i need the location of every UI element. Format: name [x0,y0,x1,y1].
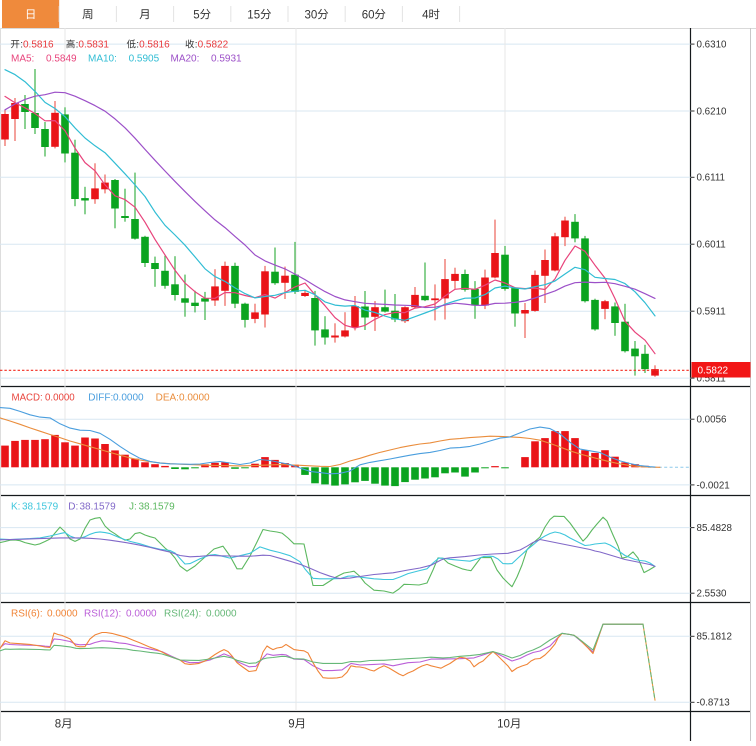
svg-text:0.0000: 0.0000 [47,609,78,620]
svg-text::: : [20,39,23,50]
svg-text:38.1579: 38.1579 [80,502,117,513]
svg-text:0.0000: 0.0000 [45,393,75,404]
svg-text:0.5831: 0.5831 [78,39,109,50]
svg-text:0.5822: 0.5822 [198,39,229,50]
svg-text:0.0000: 0.0000 [113,393,144,404]
svg-text:J:: J: [129,502,137,513]
svg-text:MACD:: MACD: [12,393,43,404]
svg-text:-0.8713: -0.8713 [697,698,731,709]
svg-text:4: 4 [422,9,429,21]
svg-text:38.1579: 38.1579 [139,502,176,513]
svg-text:0.6210: 0.6210 [697,106,728,117]
svg-text:K:: K: [11,502,20,513]
svg-text:RSI(12):: RSI(12): [84,609,121,620]
svg-text:MA5:: MA5: [11,54,34,65]
svg-text:0.5816: 0.5816 [139,39,170,50]
svg-text:RSI(24):: RSI(24): [164,609,201,620]
svg-text:0.5816: 0.5816 [23,39,54,50]
svg-text:0.0000: 0.0000 [126,609,157,620]
svg-text:38.1579: 38.1579 [22,502,59,513]
svg-text:85.4828: 85.4828 [697,523,733,534]
svg-text:0.5811: 0.5811 [697,374,726,385]
svg-text:9: 9 [288,719,294,731]
svg-text:5: 5 [193,9,199,21]
svg-text::: : [195,39,198,50]
svg-text:0.5931: 0.5931 [211,54,242,65]
svg-text:15: 15 [247,9,260,21]
svg-text:85.1812: 85.1812 [697,632,732,643]
svg-text:MA20:: MA20: [171,54,200,65]
svg-text:60: 60 [362,9,375,21]
svg-text:0.5849: 0.5849 [46,54,77,65]
svg-text:-0.0021: -0.0021 [697,480,730,491]
svg-text:0.6310: 0.6310 [697,40,728,51]
svg-text::: : [76,39,79,50]
svg-text:DIFF:: DIFF: [88,393,113,404]
svg-text:0.5911: 0.5911 [697,307,726,318]
svg-text:0.6111: 0.6111 [697,173,726,184]
svg-text:0.0000: 0.0000 [179,393,210,404]
svg-text:8: 8 [55,719,61,731]
svg-text:0.0000: 0.0000 [206,609,237,620]
svg-text:D:: D: [68,502,78,513]
svg-text:MA10:: MA10: [88,54,117,65]
svg-text:DEA:: DEA: [156,393,179,404]
svg-text::: : [136,39,139,50]
svg-text:30: 30 [305,9,318,21]
svg-text:RSI(6):: RSI(6): [11,609,43,620]
svg-text:2.5530: 2.5530 [697,589,728,600]
svg-text:0.6011: 0.6011 [697,240,726,251]
svg-text:0.0056: 0.0056 [697,415,728,426]
svg-text:0.5905: 0.5905 [129,54,160,65]
svg-text:10: 10 [497,719,510,731]
svg-text:0.5822: 0.5822 [698,366,729,377]
